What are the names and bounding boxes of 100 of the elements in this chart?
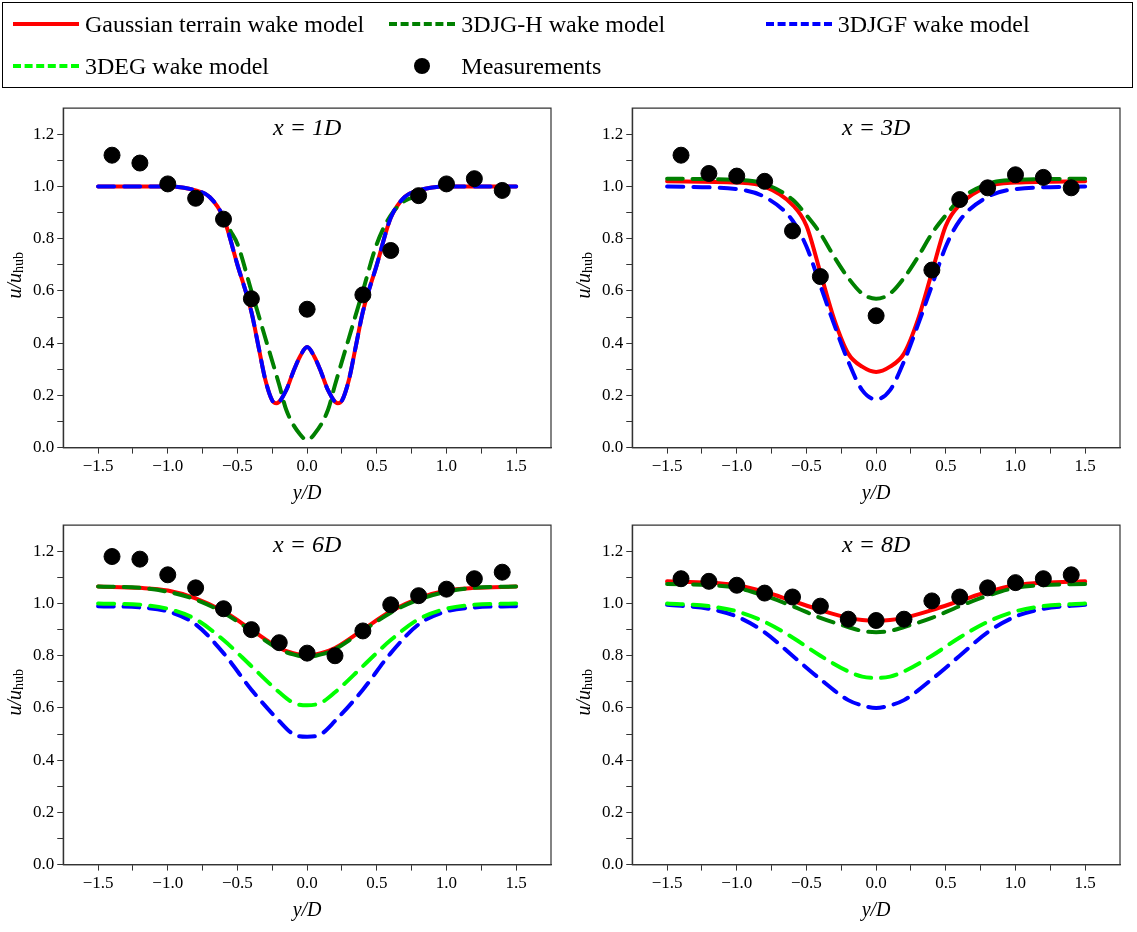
chart-title: x = 8D <box>841 530 911 557</box>
point <box>326 647 344 665</box>
point <box>215 210 233 228</box>
legend-label: Measurements <box>461 52 602 80</box>
x-tick-label: −0.5 <box>222 456 253 476</box>
point <box>437 580 455 598</box>
x-tick-label: −1.0 <box>721 873 753 893</box>
y-tick-label: 0.0 <box>602 437 624 457</box>
x-tick-label: −1.0 <box>721 456 753 476</box>
point <box>493 563 511 581</box>
y-tick-label: 0.4 <box>33 332 55 352</box>
point <box>215 600 233 618</box>
point <box>923 592 941 610</box>
point <box>131 154 149 172</box>
x-tick-label: −1.5 <box>651 456 683 476</box>
point <box>354 286 372 304</box>
point <box>700 164 718 182</box>
y-tick-label: 0.8 <box>33 645 55 665</box>
point <box>493 181 511 199</box>
line-series <box>665 601 1088 680</box>
point <box>756 584 774 602</box>
point <box>784 588 802 606</box>
x-tick-label: −1.5 <box>651 873 683 893</box>
x-tick-label: 0.5 <box>935 873 957 893</box>
x-axis-title: y/D <box>290 481 323 505</box>
y-tick-label: 1.2 <box>602 123 624 143</box>
x-tick-label: −1.0 <box>152 456 184 476</box>
y-tick-label: 1.0 <box>33 175 55 195</box>
y-tick-label: 0.0 <box>33 437 55 457</box>
x-tick-label: 0.0 <box>296 456 318 476</box>
y-tick-label: 1.0 <box>602 175 624 195</box>
point <box>728 576 746 594</box>
line-series <box>96 604 519 739</box>
y-tick-label: 0.8 <box>33 228 55 248</box>
point <box>242 290 260 308</box>
legend-label: 3DJGF wake model <box>837 10 1030 38</box>
y-tick-label: 0.4 <box>602 332 624 352</box>
y-tick-label: 0.8 <box>602 645 624 665</box>
point <box>839 610 857 628</box>
x-tick-label: 1.0 <box>1004 456 1027 476</box>
x-tick-label: 1.0 <box>435 456 458 476</box>
x-tick-label: −1.5 <box>82 873 114 893</box>
y-tick-label: 0.2 <box>602 801 624 821</box>
point <box>756 172 774 190</box>
x-tick-label: 1.5 <box>505 873 527 893</box>
point <box>103 146 121 164</box>
point <box>867 307 885 325</box>
y-tick-label: 0.6 <box>33 280 55 300</box>
y-tick-label: 1.0 <box>33 592 55 612</box>
point <box>1034 168 1052 186</box>
point <box>867 611 885 629</box>
x-tick-label: −1.5 <box>82 456 114 476</box>
point <box>159 566 177 584</box>
y-tick-label: 1.2 <box>602 540 624 560</box>
point <box>979 179 997 197</box>
point <box>131 550 149 568</box>
y-tick-label: 0.6 <box>33 697 55 717</box>
point <box>811 597 829 615</box>
point <box>1006 166 1024 184</box>
point <box>1034 570 1052 588</box>
point <box>159 175 177 193</box>
x-axis-title: y/D <box>859 481 892 505</box>
legend-label: 3DEG wake model <box>85 52 269 80</box>
chart-title: x = 1D <box>272 113 342 140</box>
point <box>811 268 829 286</box>
chart-title: x = 3D <box>841 113 911 140</box>
point <box>465 570 483 588</box>
y-tick-label: 0.6 <box>602 697 624 717</box>
chart-title: x = 6D <box>272 530 342 557</box>
x-tick-label: 1.5 <box>1074 873 1096 893</box>
point <box>103 548 121 566</box>
y-tick-label: 1.2 <box>33 540 55 560</box>
y-tick-label: 0.8 <box>602 228 624 248</box>
point <box>187 579 205 597</box>
point <box>672 570 690 588</box>
point <box>298 300 316 318</box>
x-tick-label: 0.0 <box>296 873 318 893</box>
legend-label: 3DJG-H wake model <box>461 10 666 38</box>
x-axis-title: y/D <box>859 898 892 922</box>
point <box>382 596 400 614</box>
point <box>382 241 400 259</box>
x-tick-label: 1.5 <box>1074 456 1096 476</box>
x-tick-label: 0.0 <box>865 873 887 893</box>
point <box>270 634 288 652</box>
point <box>187 189 205 207</box>
point <box>895 610 913 628</box>
x-tick-label: 1.0 <box>1004 873 1027 893</box>
y-tick-label: 1.2 <box>33 123 55 143</box>
x-tick-label: 0.5 <box>935 456 957 476</box>
point <box>465 170 483 188</box>
x-tick-label: −1.0 <box>152 873 184 893</box>
point <box>242 621 260 639</box>
point <box>1062 566 1080 584</box>
line-series <box>96 601 519 708</box>
y-tick-label: 0.2 <box>602 384 624 404</box>
x-tick-label: −0.5 <box>791 456 822 476</box>
point <box>1062 179 1080 197</box>
y-tick-label: 0.6 <box>602 280 624 300</box>
point <box>728 167 746 185</box>
x-tick-label: 0.5 <box>366 873 388 893</box>
